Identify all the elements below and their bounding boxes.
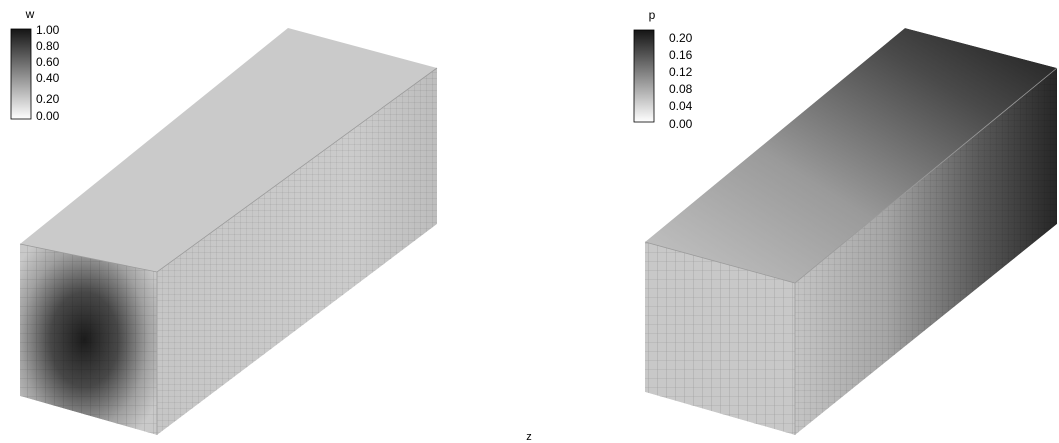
p-tick-label: 0.20: [669, 31, 693, 45]
p-legend-title: p: [649, 8, 656, 22]
w-tick-label: 1.00: [36, 23, 60, 37]
p-tick-label: 0.12: [669, 65, 693, 79]
w-tick-label: 0.00: [36, 109, 60, 123]
p-box-top-face: [645, 28, 1057, 283]
w-colorbar: [10, 28, 32, 120]
w-tick-label: 0.80: [36, 39, 60, 53]
p-tick-label: 0.00: [669, 117, 693, 131]
w-field-box: [19, 28, 438, 435]
w-legend-title: w: [25, 7, 35, 21]
w-box-front-face: [20, 244, 157, 435]
p-field-box: [644, 28, 1058, 435]
p-colorbar: [633, 29, 655, 123]
w-tick-label: 0.60: [36, 55, 60, 69]
p-tick-label: 0.08: [669, 82, 693, 96]
z-axis-label: z: [526, 431, 532, 443]
w-tick-label: 0.40: [36, 71, 60, 85]
w-box-top-face: [20, 28, 437, 272]
p-tick-label: 0.16: [669, 48, 693, 62]
p-tick-label: 0.04: [669, 99, 693, 113]
w-tick-label: 0.20: [36, 92, 60, 106]
w-colorbar-legend: w 1.00 0.80 0.60 0.40 0.20 0.00: [10, 7, 60, 123]
p-colorbar-legend: p 0.20 0.16 0.12 0.08 0.04 0.00: [633, 8, 693, 131]
